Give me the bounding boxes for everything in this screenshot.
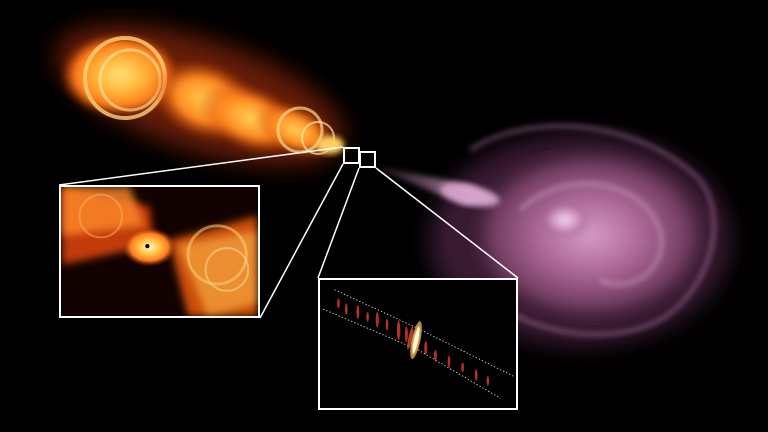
black-hole-dot	[145, 244, 150, 249]
inset-core-zoom-image	[62, 187, 257, 316]
inset-jet-base-image	[321, 280, 516, 408]
inset-core-zoom	[59, 185, 260, 318]
left-orange-jet	[56, 25, 344, 165]
inset-jet-base-zoom	[318, 278, 518, 410]
zoom-box-right	[359, 151, 376, 168]
connector-lines	[58, 146, 519, 319]
zoom-box-left	[343, 147, 360, 164]
